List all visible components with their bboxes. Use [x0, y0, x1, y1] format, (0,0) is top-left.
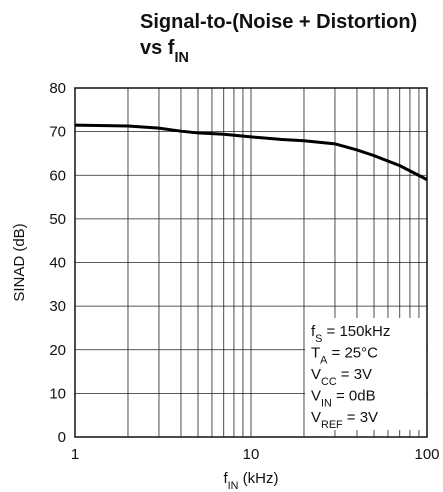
- y-tick-label: 80: [49, 80, 66, 97]
- data-line: [74, 123, 428, 181]
- y-tick-label: 50: [49, 211, 66, 228]
- annotation: VCC = 3V: [311, 366, 372, 388]
- annotation-part: V: [311, 409, 321, 426]
- annotation: TA = 25°C: [311, 345, 378, 367]
- annotation-part: = 3V: [337, 366, 372, 383]
- plot-frame: [74, 87, 428, 438]
- annotation-sub: IN: [321, 398, 332, 410]
- y-tick-label: 20: [49, 342, 66, 359]
- y-tick-label: 0: [58, 429, 66, 446]
- x-tick-label: 10: [243, 446, 260, 463]
- annotation-sub: CC: [321, 376, 337, 388]
- annotation: fS = 150kHz: [311, 323, 390, 345]
- y-tick-label: 10: [49, 385, 66, 402]
- x-tick-label: 1: [71, 446, 79, 463]
- annotation-part: T: [311, 345, 320, 362]
- x-axis-label-part: f: [224, 470, 229, 487]
- annotation-part: f: [311, 323, 316, 340]
- annotation: VREF = 3V: [311, 409, 378, 431]
- x-axis-label: fIN (kHz): [224, 470, 279, 492]
- annotation-part: = 0dB: [332, 388, 376, 405]
- y-tick-label: 70: [49, 124, 66, 141]
- y-axis-label: SINAD (dB): [11, 223, 28, 301]
- annotation-sub: REF: [321, 419, 343, 431]
- x-tick-label: 100: [414, 446, 439, 463]
- chart-title-sub: IN: [174, 50, 188, 66]
- annotation-part: V: [311, 366, 321, 383]
- chart-title-part: Signal-to-(Noise + Distortion): [140, 11, 417, 33]
- chart-title: Signal-to-(Noise + Distortion): [140, 11, 417, 33]
- annotation-sub: A: [320, 355, 328, 367]
- chart-title: vs fIN: [140, 37, 189, 66]
- annotation-part: V: [311, 388, 321, 405]
- x-axis-label-sub: IN: [228, 480, 239, 492]
- annotation-part: = 150kHz: [322, 323, 390, 340]
- annotation-part: = 3V: [343, 409, 378, 426]
- y-tick-label: 60: [49, 167, 66, 184]
- y-tick-label: 40: [49, 255, 66, 272]
- annotation-part: = 25°C: [327, 345, 378, 362]
- x-axis-label-part: (kHz): [238, 470, 278, 487]
- annotation-box: [305, 318, 426, 430]
- annotation-sub: S: [315, 333, 322, 345]
- annotation: VIN = 0dB: [311, 388, 376, 410]
- chart-title-part: vs f: [140, 37, 175, 59]
- y-tick-label: 30: [49, 298, 66, 315]
